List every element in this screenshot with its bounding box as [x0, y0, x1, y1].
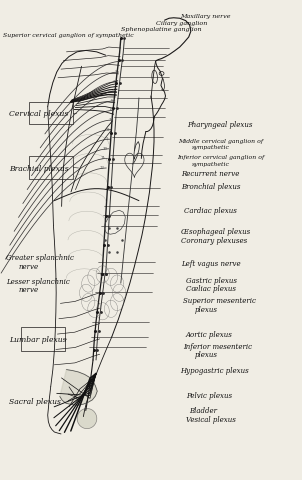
Text: Sphenopalatine ganglion: Sphenopalatine ganglion	[121, 27, 201, 32]
Bar	[29, 156, 73, 179]
Bar	[29, 102, 73, 124]
Text: plexus: plexus	[195, 306, 218, 313]
Text: Lesser splanchnic: Lesser splanchnic	[6, 278, 70, 286]
Text: Gastric plexus: Gastric plexus	[186, 277, 237, 285]
Bar	[21, 327, 65, 351]
Text: 3: 3	[113, 80, 116, 84]
Text: Superior mesenteric: Superior mesenteric	[183, 298, 255, 305]
Text: 6: 6	[110, 108, 112, 112]
Text: nerve: nerve	[18, 287, 38, 294]
Ellipse shape	[77, 408, 97, 429]
Text: 10: 10	[102, 147, 107, 151]
Text: Brachial plexus: Brachial plexus	[9, 165, 69, 173]
Text: Inferior cervical ganglion of: Inferior cervical ganglion of	[177, 155, 264, 160]
Text: Œsophageal plexus: Œsophageal plexus	[181, 228, 250, 236]
Text: Pharyngeal plexus: Pharyngeal plexus	[187, 121, 253, 129]
Text: Superior cervical ganglion of sympathetic: Superior cervical ganglion of sympatheti…	[3, 34, 134, 38]
Text: Vesical plexus: Vesical plexus	[186, 416, 236, 424]
Text: Middle cervical ganglion of: Middle cervical ganglion of	[178, 139, 263, 144]
Text: Bladder: Bladder	[189, 408, 217, 415]
Text: 1: 1	[116, 60, 119, 63]
Text: Inferior mesenteric: Inferior mesenteric	[183, 343, 252, 350]
Text: sympathetic: sympathetic	[192, 145, 230, 150]
Text: 8: 8	[107, 128, 110, 132]
Text: nerve: nerve	[18, 264, 38, 271]
Text: Cœliac plexus: Cœliac plexus	[186, 286, 236, 293]
Text: Lumbar plexus: Lumbar plexus	[9, 336, 66, 344]
Text: Cardiac plexus: Cardiac plexus	[184, 207, 237, 215]
Text: Cervical plexus: Cervical plexus	[9, 110, 68, 118]
Text: 12: 12	[100, 166, 105, 170]
Text: Aortic plexus: Aortic plexus	[186, 331, 233, 338]
Text: Maxillary nerve: Maxillary nerve	[180, 14, 230, 19]
Text: plexus: plexus	[195, 351, 218, 359]
Text: 11: 11	[101, 156, 106, 160]
Text: Pelvic plexus: Pelvic plexus	[186, 392, 232, 400]
Text: Recurrent nerve: Recurrent nerve	[181, 170, 239, 178]
Text: Greater splanchnic: Greater splanchnic	[6, 254, 74, 262]
Text: Hypogastric plexus: Hypogastric plexus	[180, 367, 249, 374]
Polygon shape	[60, 370, 97, 405]
Text: Coronary plexuses: Coronary plexuses	[181, 237, 247, 245]
Text: Bronchial plexus: Bronchial plexus	[181, 183, 241, 191]
Text: sympathetic: sympathetic	[192, 162, 230, 167]
Text: 9: 9	[106, 137, 108, 141]
Text: 7: 7	[108, 118, 111, 122]
Text: 2: 2	[115, 70, 117, 74]
Text: 5: 5	[111, 99, 113, 103]
Text: Ciliary ganglion: Ciliary ganglion	[156, 21, 207, 25]
Text: Sacral plexus: Sacral plexus	[9, 398, 61, 406]
Text: Left vagus nerve: Left vagus nerve	[181, 260, 241, 268]
Text: 4: 4	[112, 89, 114, 93]
